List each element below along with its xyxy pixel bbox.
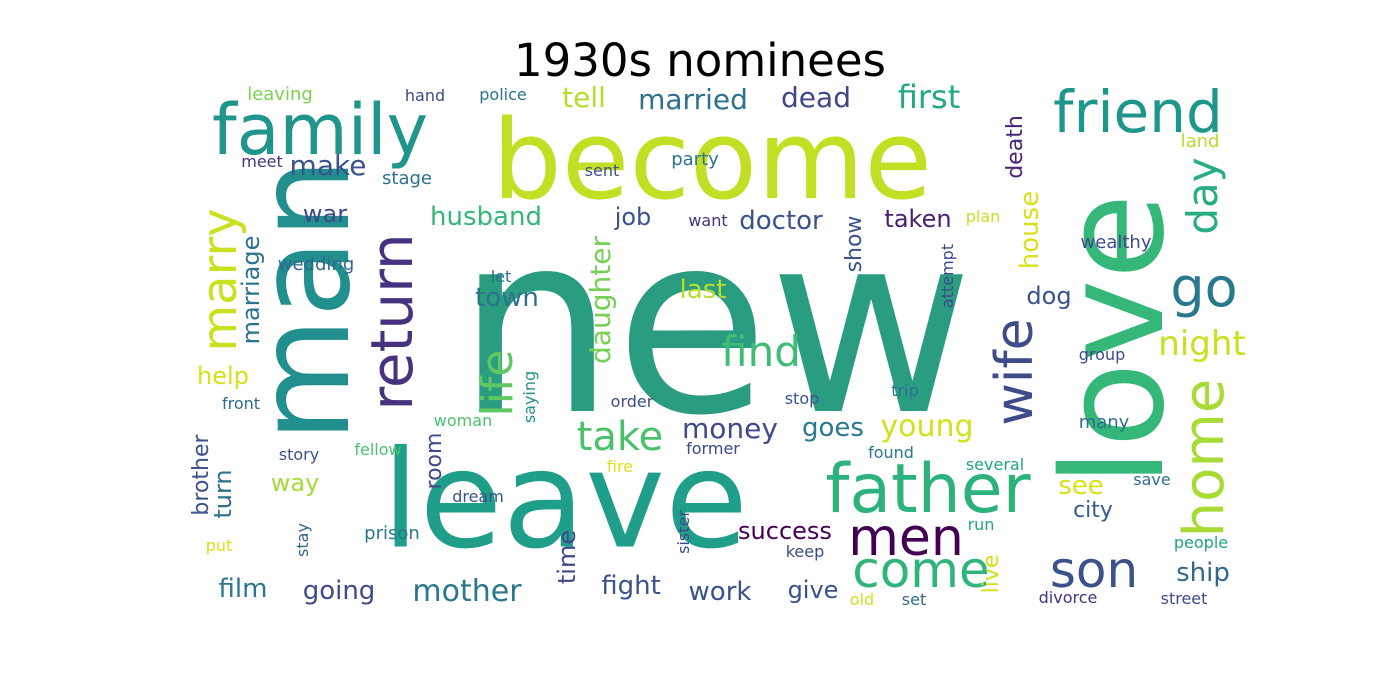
word-meet: meet (241, 152, 283, 171)
word-young: young (880, 409, 974, 444)
word-story: story (278, 445, 320, 464)
word-fire: fire (606, 457, 634, 476)
word-woman: woman (433, 411, 493, 430)
word-dream: dream (452, 487, 504, 506)
word-land: land (1180, 131, 1220, 152)
word-leaving: leaving (247, 84, 313, 105)
word-saying: saying (520, 370, 539, 424)
word-keep: keep (785, 542, 825, 561)
word-new: new (456, 179, 974, 470)
word-house: house (1015, 190, 1045, 270)
word-work: work (688, 577, 752, 607)
word-mother: mother (412, 574, 522, 609)
word-daughter: daughter (584, 236, 617, 364)
word-fight: fight (601, 571, 661, 601)
word-time: time (553, 529, 581, 585)
word-set: set (901, 590, 927, 609)
word-run: run (967, 515, 995, 534)
word-ship: ship (1176, 558, 1230, 588)
word-family: family (211, 89, 429, 171)
word-cloud: new become leave love man family friend return f… (188, 80, 1248, 617)
word-come: come (852, 541, 990, 599)
word-married: married (638, 83, 748, 116)
word-friend: friend (1053, 80, 1223, 146)
word-taken: taken (884, 205, 952, 233)
word-police: police (479, 85, 527, 104)
word-job: job (614, 203, 652, 231)
word-several: several (965, 455, 1025, 474)
word-dead: dead (781, 81, 851, 114)
word-going: going (302, 576, 376, 606)
word-hand: hand (404, 86, 446, 105)
word-fellow: fellow (354, 440, 402, 459)
word-leave: leave (381, 421, 749, 579)
word-street: street (1160, 589, 1208, 608)
word-war: war (302, 200, 348, 228)
word-turn: turn (209, 469, 237, 519)
word-show: show (842, 215, 867, 273)
word-go: go (1170, 256, 1238, 319)
word-stay: stay (293, 523, 312, 557)
word-make: make (289, 149, 367, 182)
word-night: night (1158, 324, 1246, 364)
word-many: many (1078, 412, 1130, 433)
word-dog: dog (1026, 282, 1072, 310)
word-first: first (897, 80, 961, 116)
word-city: city (1073, 498, 1113, 523)
word-take: take (576, 414, 664, 460)
word-wife: wife (985, 318, 1045, 426)
word-live: live (979, 554, 1004, 594)
word-father: father (825, 450, 1031, 529)
word-old: old (849, 590, 875, 609)
word-people: people (1173, 533, 1229, 552)
word-put: put (205, 536, 233, 555)
word-trip: trip (891, 381, 919, 400)
word-plan: plan (965, 207, 1001, 226)
word-stage: stage (382, 168, 432, 189)
word-film: film (218, 574, 268, 604)
word-party: party (671, 149, 719, 170)
chart-title: 1930s nominees (514, 34, 886, 87)
word-prison: prison (364, 523, 420, 544)
word-group: group (1078, 345, 1126, 364)
word-become: become (491, 96, 933, 224)
word-death: death (1003, 115, 1028, 179)
word-let: let (490, 267, 512, 286)
word-order: order (610, 392, 654, 411)
word-men: men (848, 508, 964, 568)
word-divorce: divorce (1038, 588, 1098, 607)
word-brother: brother (189, 434, 214, 516)
word-return: return (358, 233, 426, 411)
word-town: town (475, 283, 539, 313)
word-find: find (721, 327, 801, 376)
word-money: money (682, 412, 778, 445)
word-day: day (1178, 157, 1227, 235)
word-success: success (738, 517, 832, 545)
word-see: see (1058, 471, 1104, 501)
word-tell: tell (562, 81, 606, 114)
word-former: former (686, 439, 740, 458)
word-doctor: doctor (739, 206, 823, 236)
word-stop: stop (784, 389, 820, 408)
word-wealthy: wealthy (1080, 232, 1152, 253)
word-wedding: wedding (277, 254, 355, 275)
word-save: save (1133, 470, 1171, 489)
word-front: front (221, 394, 261, 413)
word-want: want (688, 211, 728, 230)
word-son: son (1049, 541, 1139, 599)
word-home: home (1172, 378, 1237, 538)
word-goes: goes (802, 413, 864, 443)
word-attempt: attempt (938, 243, 957, 309)
word-sent: sent (584, 161, 620, 180)
word-give: give (787, 576, 839, 604)
word-life: life (472, 349, 523, 417)
word-way: way (270, 469, 320, 497)
word-marriage: marriage (237, 235, 265, 345)
word-help: help (197, 362, 249, 390)
word-found: found (868, 443, 914, 462)
word-sister: sister (674, 510, 693, 554)
word-room: room (422, 432, 447, 490)
word-last: last (679, 275, 727, 305)
word-husband: husband (430, 202, 542, 232)
